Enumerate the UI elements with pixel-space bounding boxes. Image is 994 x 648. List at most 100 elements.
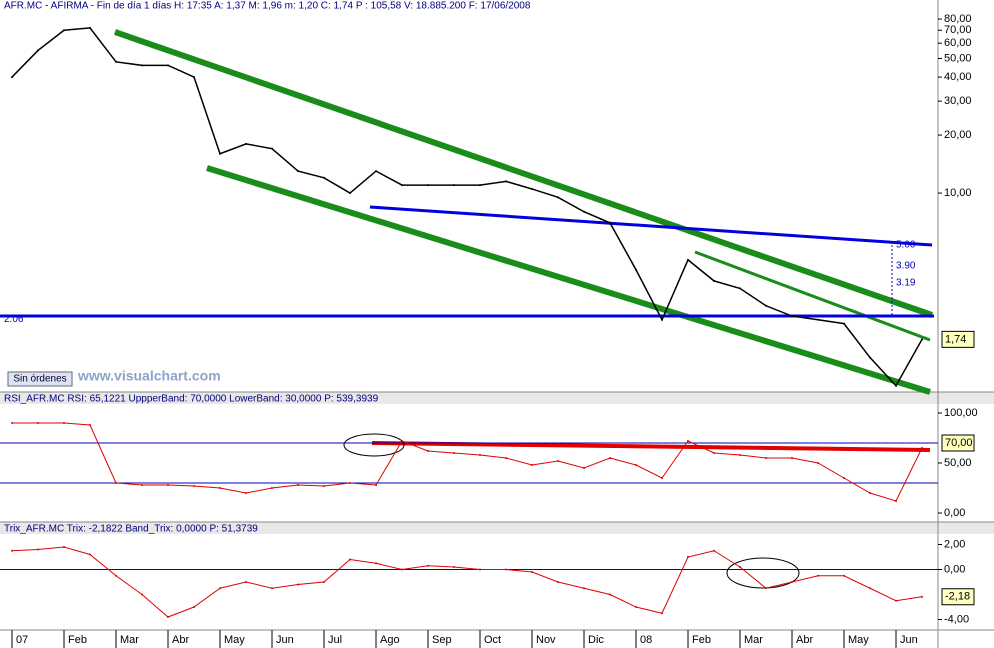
data-point	[531, 464, 533, 466]
orders-button-label[interactable]: Sin órdenes	[13, 374, 66, 385]
data-point	[427, 450, 429, 452]
data-point	[401, 568, 403, 571]
data-point	[687, 556, 689, 558]
last-value-box	[941, 330, 975, 348]
data-point	[687, 258, 689, 261]
y-tick-label: 40,00	[944, 71, 972, 83]
data-point	[531, 571, 533, 573]
data-point	[11, 76, 13, 79]
channel-line	[206, 165, 931, 395]
data-point	[427, 184, 429, 187]
series-line	[12, 422, 923, 502]
data-point	[219, 152, 221, 155]
data-point	[63, 422, 65, 424]
channel-line	[114, 29, 933, 318]
x-tick-label: Mar	[120, 634, 139, 646]
data-point	[375, 170, 377, 173]
data-point	[453, 452, 455, 454]
data-point	[791, 457, 793, 459]
data-point	[869, 356, 871, 359]
series-line	[11, 27, 923, 387]
data-point	[375, 484, 377, 486]
data-point	[245, 142, 247, 145]
data-point	[895, 384, 897, 387]
level-label: 2.06	[4, 314, 24, 325]
data-point	[375, 562, 377, 565]
data-point	[479, 568, 481, 571]
data-point	[63, 546, 65, 548]
data-point	[791, 581, 793, 583]
data-point	[141, 484, 143, 486]
data-point	[739, 566, 741, 568]
data-point	[765, 587, 767, 590]
data-point	[193, 485, 195, 487]
x-tick-label: Sep	[432, 634, 452, 646]
data-point	[271, 587, 273, 590]
level-label: 3.19	[896, 277, 916, 288]
data-point	[635, 268, 637, 271]
panel-title: RSI_AFR.MC RSI: 65,1221 UppperBand: 70,0…	[4, 394, 379, 405]
orders-button[interactable]	[7, 371, 73, 387]
data-point	[895, 500, 897, 502]
data-point	[11, 422, 13, 424]
x-tick-label: Jun	[276, 634, 294, 646]
x-tick-label: Jun	[900, 634, 918, 646]
data-point	[921, 338, 923, 341]
data-point	[115, 60, 117, 63]
y-tick-label: 50,00	[944, 52, 972, 64]
data-point	[713, 549, 715, 552]
data-point	[401, 440, 403, 442]
data-point	[817, 318, 819, 321]
data-point	[531, 187, 533, 190]
rsi-header-bg	[0, 392, 994, 404]
y-tick-label: 30,00	[944, 95, 972, 107]
last-value-box	[941, 588, 975, 606]
data-point	[453, 566, 455, 568]
data-point	[323, 485, 325, 487]
data-point	[765, 457, 767, 459]
drawings	[0, 29, 934, 589]
level-label: 3.90	[896, 260, 916, 271]
data-point	[609, 457, 611, 459]
y-tick-label: 60,00	[944, 37, 972, 49]
data-point	[271, 147, 273, 150]
x-tick-label: Nov	[536, 634, 556, 646]
data-point	[505, 180, 507, 183]
last-value-label: 1,74	[945, 333, 966, 345]
watermark: www.visualchart.com	[77, 368, 221, 384]
data-point	[583, 467, 585, 469]
x-tick-label: Oct	[484, 634, 501, 646]
x-tick-label: Feb	[68, 634, 87, 646]
data-point	[219, 587, 221, 590]
data-point	[115, 482, 117, 484]
data-point	[427, 564, 429, 567]
panel-title: Trix_AFR.MC Trix: -2,1822 Band_Trix: 0,0…	[4, 524, 258, 535]
data-point	[167, 64, 169, 67]
data-point	[37, 49, 39, 52]
y-tick-label: 0,00	[944, 507, 965, 519]
data-point	[713, 452, 715, 454]
data-point	[817, 462, 819, 464]
data-point	[245, 581, 247, 583]
y-tick-label: 50,00	[944, 457, 972, 469]
x-tick-label: Jul	[328, 634, 342, 646]
data-point	[635, 464, 637, 466]
data-point	[505, 457, 507, 459]
y-tick-label: 20,00	[944, 129, 972, 141]
data-point	[193, 606, 195, 608]
x-tick-label: May	[848, 634, 869, 646]
data-point	[63, 29, 65, 32]
data-point	[323, 176, 325, 179]
data-point	[895, 599, 897, 602]
x-tick-label: Feb	[692, 634, 711, 646]
data-point	[401, 184, 403, 187]
data-point	[297, 583, 299, 586]
data-point	[557, 196, 559, 199]
x-tick-label: May	[224, 634, 245, 646]
data-point	[167, 616, 169, 618]
data-point	[661, 477, 663, 479]
data-point	[765, 304, 767, 307]
x-tick-label: 08	[640, 634, 652, 646]
data-point	[37, 548, 39, 551]
